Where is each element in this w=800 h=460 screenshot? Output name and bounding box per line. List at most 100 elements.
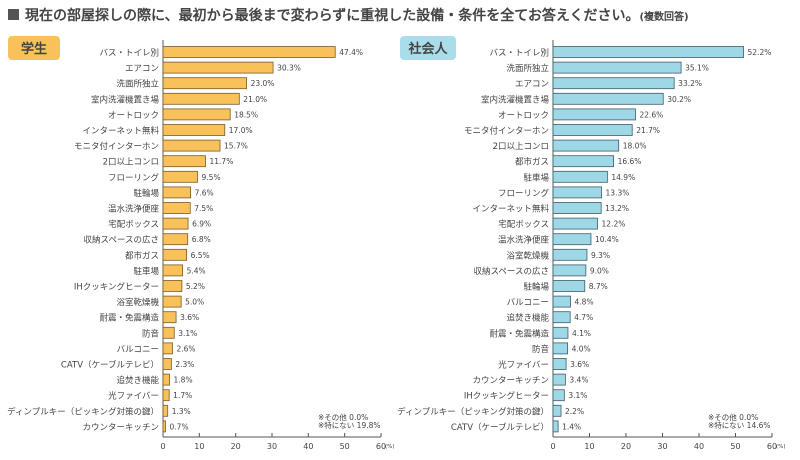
category-label: バルコニー	[117, 345, 159, 355]
value-label: 14.9%	[611, 173, 635, 182]
value-label: 11.7%	[210, 157, 234, 166]
category-label: 駐輪場	[523, 282, 549, 293]
category-label: オートロック	[108, 111, 159, 121]
x-tick-label: 50	[340, 442, 350, 451]
value-label: 21.0%	[243, 95, 267, 104]
bar	[162, 155, 206, 168]
category-label: 洗面所独立	[116, 79, 159, 90]
value-label: 21.7%	[636, 126, 660, 135]
bar	[162, 280, 183, 292]
value-label: 13.3%	[606, 188, 630, 197]
value-label: 18.5%	[234, 110, 258, 119]
value-label: 3.1%	[178, 329, 197, 338]
unit-label: (%)	[776, 444, 786, 450]
value-label: 4.1%	[572, 329, 591, 338]
x-tick-label: 60	[376, 442, 386, 451]
category-label: 室内洗濯機置き場	[481, 94, 550, 105]
bar	[552, 233, 592, 246]
value-label: 33.2%	[678, 79, 702, 88]
bar	[162, 342, 173, 355]
bar	[552, 124, 633, 136]
bar	[162, 186, 192, 199]
value-label: 3.6%	[180, 313, 199, 322]
category-label: 都市ガス	[125, 250, 159, 261]
bar	[552, 217, 598, 230]
group-label: 学生	[21, 41, 47, 57]
bar	[162, 217, 189, 230]
category-label: フローリング	[498, 188, 550, 199]
value-label: 30.2%	[667, 95, 691, 104]
value-label: 3.6%	[570, 360, 589, 369]
value-label: 1.8%	[174, 376, 193, 385]
chart-worker: 社会人 0 10 20 30 40 50 60(%) バス・トイレ別 52.2% 洗面所独立 35.1…	[397, 36, 786, 451]
bar	[162, 326, 175, 339]
category-label: 収納スペースの広さ	[474, 266, 549, 277]
value-label: 5.4%	[187, 266, 206, 275]
value-label: 6.5%	[191, 251, 210, 260]
category-label: オートロック	[498, 111, 549, 121]
value-label: 6.9%	[192, 220, 211, 229]
category-label: フローリング	[108, 172, 160, 183]
bar	[552, 404, 562, 417]
value-label: 0.7%	[170, 422, 189, 431]
value-label: 47.4%	[339, 48, 363, 57]
value-label: 17.0%	[229, 126, 253, 135]
x-tick-label: 20	[621, 442, 631, 451]
category-label: バルコニー	[507, 298, 549, 308]
bar	[552, 280, 586, 292]
bar	[162, 404, 169, 417]
category-label: 耐震・免震構造	[99, 313, 159, 324]
category-label: CATV（ケーブルテレビ）	[451, 422, 549, 433]
category-label: 駐車場	[133, 266, 159, 277]
value-label: 9.0%	[590, 266, 609, 275]
category-label: 耐震・免震構造	[489, 328, 549, 339]
category-label: エアコン	[515, 80, 549, 90]
x-tick-label: 0	[160, 442, 165, 451]
group-badge	[400, 36, 456, 60]
value-label: 2.3%	[175, 360, 194, 369]
bar	[552, 358, 567, 370]
bar	[552, 186, 602, 199]
bar	[162, 264, 184, 277]
category-label: 浴室乾燥機	[116, 297, 159, 308]
bar	[162, 248, 188, 261]
x-tick-label: 40	[694, 442, 704, 451]
value-label: 13.2%	[605, 204, 629, 213]
footnote: ※特にない 14.6%	[708, 420, 771, 430]
category-label: 宅配ボックス	[108, 219, 159, 230]
x-tick-label: 50	[730, 442, 740, 451]
category-label: ディンプルキー（ピッキング対策の鍵）	[7, 406, 159, 417]
bar	[162, 389, 170, 402]
bar	[552, 420, 559, 433]
bar	[552, 373, 566, 386]
bar	[552, 108, 636, 121]
bar	[552, 61, 682, 74]
footnote: ※その他 0.0%	[318, 412, 368, 422]
category-label: 温水洗浄便座	[108, 204, 160, 215]
x-tick-label: 40	[303, 442, 313, 451]
bar	[162, 124, 226, 136]
category-label: IHクッキングヒーター	[74, 282, 159, 293]
x-tick-label: 10	[194, 442, 204, 451]
value-label: 2.2%	[565, 407, 584, 416]
category-label: カウンターキッチン	[472, 376, 549, 386]
unit-label: (%)	[385, 444, 395, 450]
category-label: ディンプルキー（ピッキング対策の鍵）	[397, 406, 549, 417]
bar	[162, 202, 191, 214]
value-label: 3.4%	[569, 376, 588, 385]
chart-student: 学生 0 10 20 30 40 50 60(%) バス・トイレ別 47.4% エアコン 30.3% 洗…	[7, 36, 395, 451]
bar	[552, 77, 675, 90]
bar	[162, 108, 231, 121]
category-label: 追焚き機能	[506, 313, 549, 324]
category-label: 2口以上コンロ	[493, 142, 549, 152]
category-label: インターネット無料	[82, 126, 159, 137]
value-label: 7.5%	[194, 204, 213, 213]
value-label: 1.4%	[562, 422, 581, 431]
bar	[552, 389, 565, 402]
group-badge	[8, 36, 60, 60]
category-label: CATV（ケーブルテレビ）	[61, 360, 159, 371]
category-label: 防音	[532, 344, 550, 355]
category-label: 洗面所独立	[506, 63, 549, 74]
bar	[162, 358, 172, 370]
value-label: 3.1%	[568, 391, 587, 400]
